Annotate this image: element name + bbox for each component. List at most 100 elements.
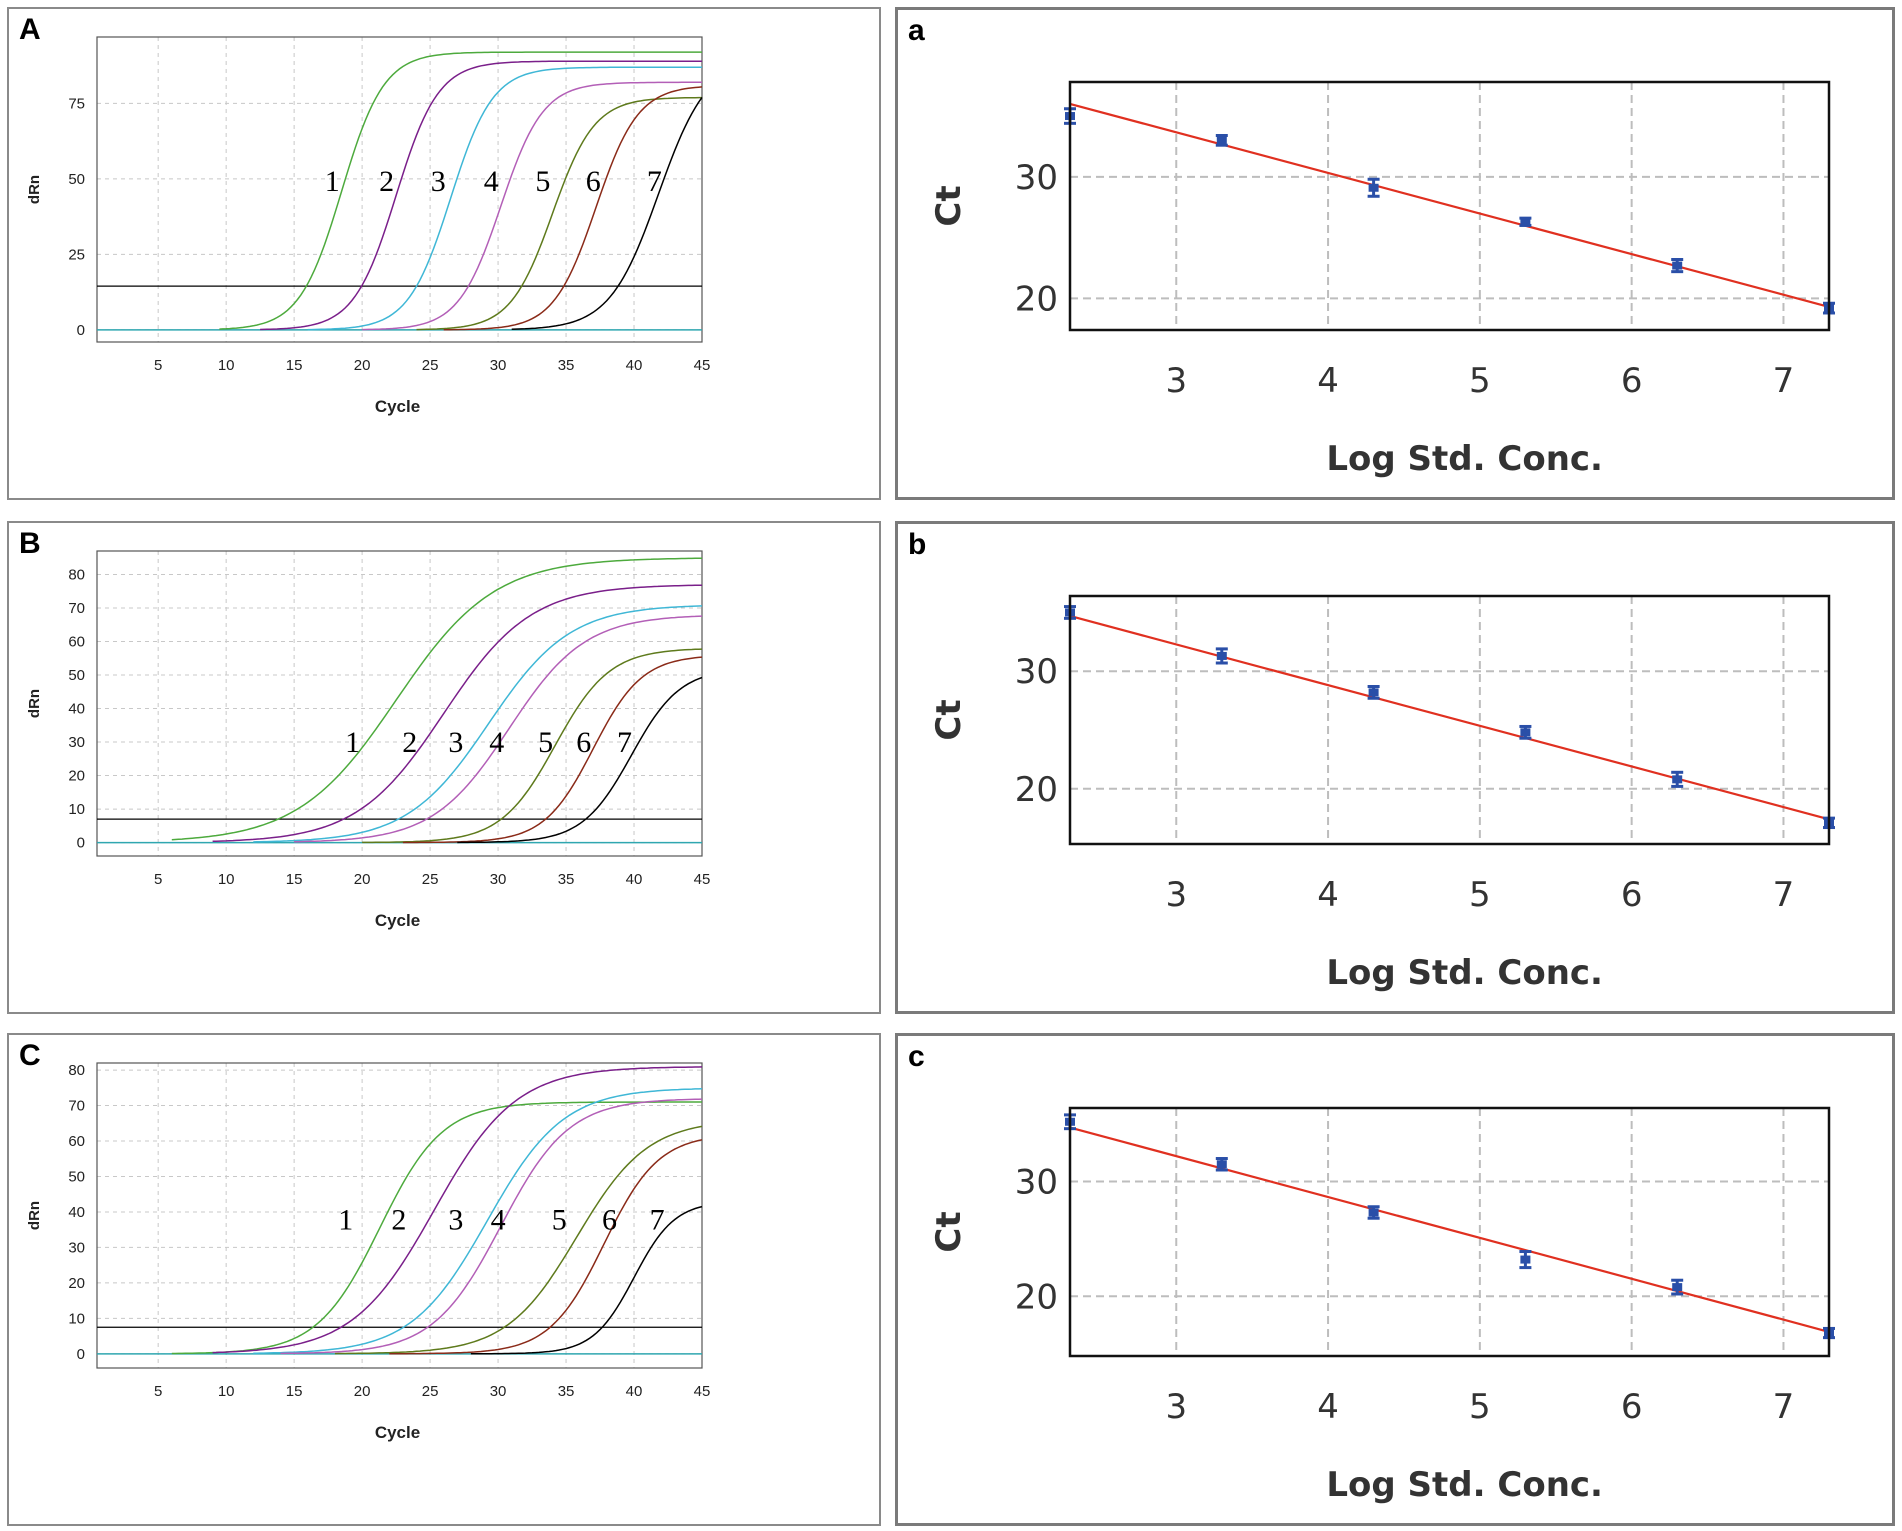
chart-b-svg: 3 4 5 6 7 20 30 Log Std. Conc. Ct: [929, 594, 1835, 993]
chart-C-svg: 1 2 3 4 5 6 75 10 15 20 25 30 35 40 450102030405060708…: [26, 1062, 710, 1442]
curve-label-3: 3: [431, 165, 446, 198]
std-plot-4: 3 4 5 6 7 20 30 Log Std. Conc. Ct: [929, 594, 1835, 993]
chart-a-svg: 3 4 5 6 7 20 30 Log Std. Conc. Ct: [929, 80, 1835, 479]
curve-label-2: 2: [402, 726, 417, 759]
point-marker: [1368, 1208, 1379, 1217]
curve-label-5: 5: [552, 1204, 567, 1237]
curve-2: [212, 1066, 703, 1354]
point-marker: [1216, 651, 1227, 660]
y-tick-label: 60: [68, 1133, 85, 1150]
y-tick-label: 0: [77, 322, 85, 339]
panel-label-b: b: [908, 528, 927, 561]
y-tick-label: 80: [68, 566, 85, 583]
x-tick-label: 7: [1773, 875, 1795, 915]
x-tick-label: 15: [286, 1383, 303, 1400]
y-tick-label: 70: [68, 1098, 85, 1115]
curve-6: [389, 1139, 703, 1355]
y-tick-label: 10: [68, 801, 85, 818]
data-point-2: [1215, 133, 1228, 147]
x-tick-label: 7: [1773, 1387, 1795, 1427]
plot-frame: [1068, 80, 1831, 332]
point-marker: [1672, 775, 1683, 784]
panel-label-A: A: [19, 13, 41, 46]
x-axis-label: Log Std. Conc.: [1326, 953, 1603, 993]
y-tick-label: 20: [68, 768, 85, 785]
curve-5: [334, 1125, 703, 1355]
plot-frame: [96, 550, 703, 857]
panel-c: 3 4 5 6 7 20 30 Log Std. Conc. Ct c: [895, 1033, 1895, 1526]
data-point-2: [1215, 1157, 1228, 1172]
curve-label-3: 3: [448, 1204, 463, 1237]
x-tick-label: 10: [218, 357, 235, 374]
x-tick-label: 35: [558, 357, 575, 374]
curve-label-1: 1: [338, 1204, 353, 1237]
x-tick-label: 45: [694, 871, 711, 888]
x-tick-label: 3: [1165, 361, 1187, 401]
data-point-2: [1215, 647, 1228, 665]
panel-b: 3 4 5 6 7 20 30 Log Std. Conc. Ct b: [895, 521, 1895, 1014]
curve-5: [416, 96, 702, 331]
x-tick-label: 25: [422, 871, 439, 888]
curve-6: [443, 86, 703, 331]
data-point-3: [1367, 685, 1380, 700]
y-tick-label: 60: [68, 633, 85, 650]
curve-7: [511, 96, 703, 330]
y-tick-label: 30: [1015, 1162, 1058, 1202]
curve-label-5: 5: [535, 165, 550, 198]
data-point-4: [1519, 216, 1532, 227]
x-tick-label: 4: [1317, 1387, 1339, 1427]
x-axis-label: Cycle: [375, 397, 420, 416]
y-tick-label: 20: [1015, 770, 1058, 810]
curve-2: [212, 584, 703, 843]
x-tick-label: 15: [286, 357, 303, 374]
x-axis-label: Cycle: [375, 911, 420, 930]
data-point-4: [1519, 1250, 1532, 1270]
plot-frame: [96, 1062, 703, 1369]
curve-label-2: 2: [379, 165, 394, 198]
curve-label-7: 7: [650, 1204, 665, 1237]
x-tick-label: 3: [1165, 875, 1187, 915]
curve-1: [219, 51, 702, 330]
chart-B-svg: 1 2 3 4 5 6 75 10 15 20 25 30 35 40 450102030405060708…: [26, 550, 711, 930]
plot-frame: [1068, 1106, 1831, 1358]
y-tick-label: 30: [1015, 158, 1058, 198]
x-tick-label: 6: [1621, 361, 1643, 401]
x-tick-label: 5: [1469, 1387, 1491, 1427]
y-tick-label: 20: [1015, 279, 1058, 319]
x-axis-label: Cycle: [375, 1423, 420, 1442]
fit-line: [1069, 102, 1830, 308]
data-point-3: [1367, 1205, 1380, 1220]
x-tick-label: 5: [154, 871, 162, 888]
y-tick-label: 40: [68, 701, 85, 718]
curve-label-4: 4: [489, 726, 504, 759]
panel-label-C: C: [19, 1039, 41, 1072]
point-marker: [1368, 183, 1379, 192]
data-point-5: [1671, 770, 1684, 788]
curve-label-4: 4: [491, 1204, 506, 1237]
curve-1: [171, 557, 702, 841]
point-marker: [1520, 728, 1531, 737]
panel-label-B: B: [19, 527, 41, 560]
curve-1: [171, 1101, 702, 1355]
y-axis-label: dRn: [26, 689, 43, 718]
x-tick-label: 10: [218, 1383, 235, 1400]
x-tick-label: 30: [490, 1383, 507, 1400]
y-axis-label: Ct: [929, 699, 969, 740]
y-tick-label: 0: [77, 835, 85, 852]
y-tick-label: 70: [68, 600, 85, 617]
curve-2: [260, 60, 702, 331]
curve-label-1: 1: [345, 726, 360, 759]
plot-frame: [1068, 594, 1831, 846]
x-axis-label: Log Std. Conc.: [1326, 439, 1603, 479]
amp-plot-2: 1 2 3 4 5 6 75 10 15 20 25 30 35 40 450102030405060708…: [26, 1062, 710, 1442]
point-marker: [1216, 136, 1227, 145]
curve-label-5: 5: [538, 726, 553, 759]
x-tick-label: 20: [354, 357, 371, 374]
curve-3: [253, 605, 703, 843]
x-tick-label: 6: [1621, 1387, 1643, 1427]
data-point-4: [1519, 724, 1532, 740]
y-tick-label: 10: [68, 1310, 85, 1327]
x-tick-label: 30: [490, 871, 507, 888]
x-tick-label: 15: [286, 871, 303, 888]
